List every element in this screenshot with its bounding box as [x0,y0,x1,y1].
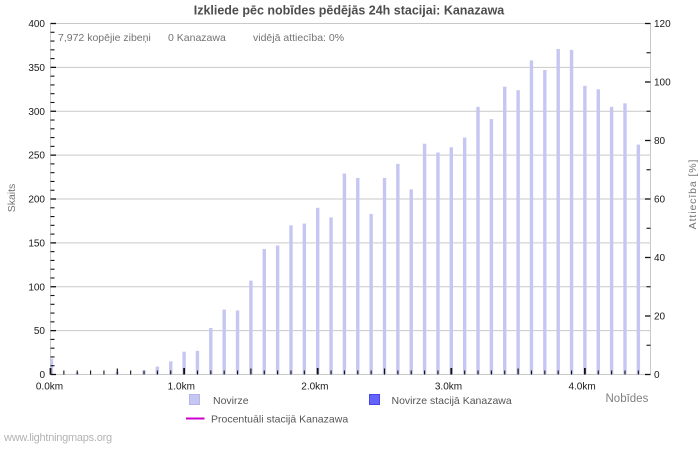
svg-text:0: 0 [39,370,45,381]
svg-text:300: 300 [28,107,45,118]
svg-text:80: 80 [654,136,666,147]
svg-text:Attiecība [%]: Attiecība [%] [687,159,699,230]
svg-text:400: 400 [28,19,45,30]
svg-text:1.0km: 1.0km [168,382,195,393]
svg-text:40: 40 [654,253,666,264]
svg-text:100: 100 [28,282,45,293]
svg-text:0.0km: 0.0km [36,382,63,393]
svg-text:0 Kanazawa: 0 Kanazawa [168,32,226,44]
svg-text:Novirze: Novirze [213,395,249,407]
svg-text:2.0km: 2.0km [301,382,328,393]
svg-text:www.lightningmaps.org: www.lightningmaps.org [3,432,112,444]
svg-text:150: 150 [28,238,45,249]
svg-text:Procentuāli stacijā Kanazawa: Procentuāli stacijā Kanazawa [211,414,348,426]
svg-text:20: 20 [654,312,666,323]
svg-text:50: 50 [34,326,46,337]
svg-text:100: 100 [654,78,671,89]
svg-text:Izkliede pēc nobīdes pēdējās 2: Izkliede pēc nobīdes pēdējās 24h stacija… [194,4,506,18]
svg-text:3.0km: 3.0km [435,382,462,393]
svg-text:4.0km: 4.0km [568,382,595,393]
svg-text:Nobīdes: Nobīdes [606,393,649,405]
svg-text:350: 350 [28,63,45,74]
svg-text:vidējā attiecība: 0%: vidējā attiecība: 0% [253,32,344,44]
svg-text:120: 120 [654,19,671,30]
svg-text:7,972 kopējie zibeņi: 7,972 kopējie zibeņi [58,32,151,44]
svg-text:60: 60 [654,195,666,206]
svg-text:Novirze stacijā Kanazawa: Novirze stacijā Kanazawa [392,395,512,407]
svg-text:0: 0 [654,370,660,381]
svg-text:250: 250 [28,151,45,162]
svg-text:Skaits: Skaits [6,184,18,213]
svg-text:200: 200 [28,195,45,206]
